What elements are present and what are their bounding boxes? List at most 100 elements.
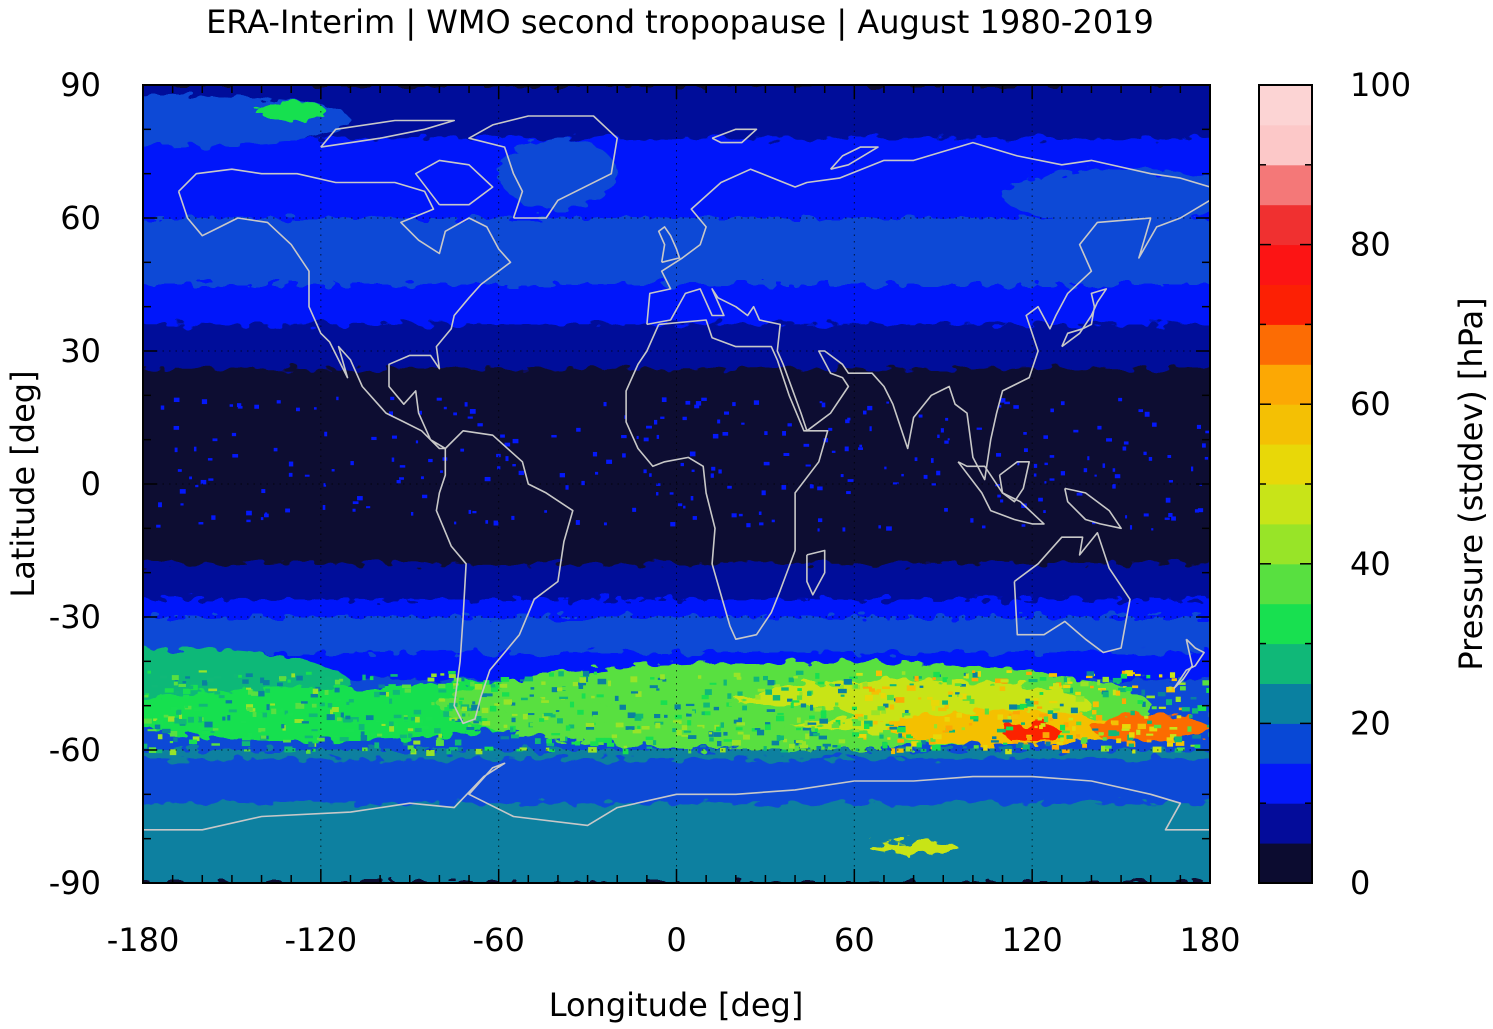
field-cell	[685, 703, 695, 707]
field-cell	[237, 406, 243, 409]
field-cell	[1190, 466, 1194, 472]
field-cell	[440, 470, 443, 473]
colorbar-swatch	[1259, 444, 1312, 485]
field-cell	[276, 400, 281, 404]
field-cell	[994, 678, 1003, 684]
field-cell	[378, 684, 385, 688]
colorbar-swatch	[1259, 324, 1312, 365]
field-cell	[559, 735, 566, 742]
field-cell	[1080, 681, 1089, 687]
field-cell	[182, 681, 187, 684]
field-cell	[847, 417, 851, 421]
field-cell	[545, 747, 550, 752]
field-cell	[727, 485, 732, 489]
field-cell	[202, 680, 208, 686]
field-cell	[308, 713, 318, 718]
colorbar-tick-labels: 0 20 40 60 80 100	[1350, 66, 1411, 902]
field-cell	[790, 702, 794, 709]
field-cell	[795, 670, 804, 675]
field-cell	[1063, 688, 1070, 693]
colorbar-swatch	[1259, 124, 1312, 166]
field-cell	[697, 686, 704, 693]
field-cell	[789, 727, 797, 731]
colorbar-swatch	[1259, 603, 1312, 645]
colorbar-swatch	[1259, 563, 1312, 605]
field-cell	[811, 728, 819, 733]
field-cell	[645, 736, 654, 740]
field-cell	[732, 402, 736, 407]
field-cell	[1176, 747, 1185, 751]
coastline-south-america	[435, 430, 574, 725]
field-cell	[283, 739, 291, 743]
field-cell	[944, 507, 948, 512]
field-cell	[195, 484, 199, 488]
field-cell	[660, 700, 668, 705]
field-cell	[371, 436, 377, 441]
field-cell	[529, 694, 534, 697]
field-cell	[1037, 717, 1042, 721]
field-cell	[362, 747, 368, 752]
x-tick-label: -120	[285, 921, 358, 959]
field-cell	[218, 695, 225, 699]
field-cell	[284, 710, 288, 715]
field-cell	[970, 716, 979, 720]
field-cell	[271, 708, 277, 715]
field-cell	[672, 728, 676, 733]
field-cell	[807, 722, 817, 725]
field-cell	[248, 732, 253, 738]
field-cell	[1144, 411, 1150, 417]
field-cell	[177, 469, 182, 472]
field-cell	[688, 748, 692, 754]
field-cell	[460, 448, 465, 452]
field-cell	[472, 701, 476, 705]
colorbar-swatch	[1259, 204, 1312, 246]
field-cell	[546, 738, 552, 744]
field-cell	[512, 438, 519, 444]
field-cell	[388, 684, 396, 688]
field-cell	[877, 706, 885, 711]
field-cell	[758, 722, 763, 727]
field-cell	[1053, 683, 1060, 690]
field-cell	[701, 711, 705, 716]
field-cell	[1092, 728, 1099, 731]
field-cell	[500, 676, 510, 682]
field-cell	[712, 433, 719, 439]
field-cell	[227, 715, 231, 721]
field-cell	[817, 518, 823, 523]
field-cell	[869, 426, 872, 432]
field-cell	[246, 704, 254, 710]
field-cell	[1076, 492, 1083, 496]
field-cell	[958, 694, 963, 698]
field-cell	[1168, 686, 1172, 691]
field-cell	[554, 707, 560, 711]
field-cell	[764, 431, 768, 436]
field-cell	[623, 745, 627, 749]
field-cell	[286, 713, 294, 716]
field-cell	[944, 717, 950, 722]
field-cell	[583, 714, 588, 720]
field-cell	[886, 401, 890, 404]
field-cell	[1202, 680, 1210, 686]
field-cell	[366, 506, 371, 509]
field-cell	[495, 719, 499, 723]
field-cell	[864, 720, 873, 727]
field-cell	[454, 521, 457, 525]
field-cell	[777, 712, 784, 715]
field-cell	[673, 713, 681, 716]
field-cell	[1146, 695, 1155, 699]
field-cell	[897, 738, 905, 743]
field-cell	[1049, 718, 1054, 721]
field-cell	[1066, 735, 1073, 739]
field-cell	[901, 473, 904, 477]
field-cell	[606, 742, 615, 747]
y-tick-label: 60	[60, 199, 101, 237]
field-cell	[575, 733, 583, 739]
field-cell	[365, 715, 374, 721]
field-patch	[1002, 169, 1210, 223]
field-cell	[232, 454, 239, 458]
field-cell	[431, 702, 435, 706]
field-cell	[1102, 737, 1107, 741]
field-cell	[680, 462, 684, 467]
field-cell	[1047, 710, 1054, 714]
field-cell	[1128, 743, 1134, 748]
